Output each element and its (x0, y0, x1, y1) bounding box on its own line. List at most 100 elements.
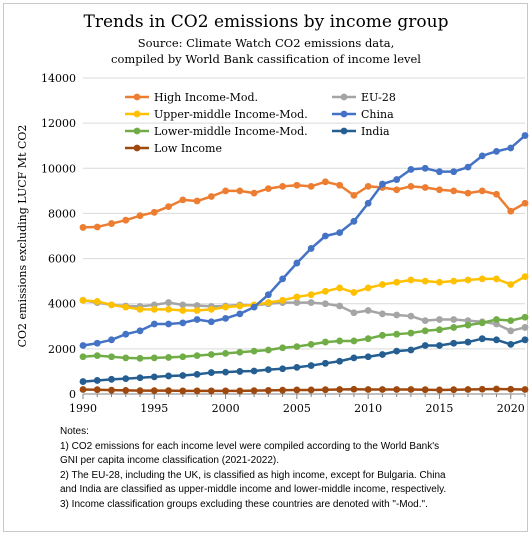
data-point (264, 291, 272, 299)
data-point (478, 319, 486, 327)
legend-label: EU-28 (361, 91, 396, 104)
data-point (136, 305, 144, 313)
data-point (393, 330, 401, 338)
data-point (407, 276, 415, 284)
data-point (79, 342, 87, 349)
data-point (150, 387, 158, 395)
data-point (279, 182, 287, 190)
data-point (165, 320, 172, 328)
data-point (379, 331, 386, 339)
data-point (136, 327, 144, 335)
data-point (393, 347, 401, 355)
data-point (421, 386, 429, 394)
data-point (393, 386, 401, 393)
legend-item-upper-middle-income-mod: Upper-middle Income-Mod. (125, 108, 308, 121)
y-tick-label: 14000 (41, 72, 76, 85)
data-point (336, 357, 344, 365)
data-point (293, 181, 301, 189)
data-point (93, 386, 101, 394)
data-point (493, 275, 500, 283)
data-point (293, 259, 301, 267)
series-india (79, 335, 529, 385)
data-point (236, 387, 244, 395)
notes-line-5: 3) Income classification groups excludin… (60, 498, 428, 510)
data-point (165, 203, 172, 211)
legend-swatch-marker (340, 93, 348, 101)
series-line (82, 134, 526, 347)
data-point (136, 374, 144, 382)
data-point (421, 277, 429, 285)
data-point (393, 186, 401, 194)
data-point (436, 342, 443, 349)
data-point (379, 180, 386, 188)
data-point (236, 368, 244, 375)
data-point (407, 182, 415, 190)
data-point (478, 275, 486, 283)
data-point (507, 327, 515, 335)
data-point (464, 276, 472, 284)
data-point (122, 216, 130, 224)
data-point (93, 298, 101, 305)
data-point (493, 147, 500, 155)
data-point (464, 163, 472, 171)
data-point (379, 310, 386, 318)
data-point (321, 359, 329, 367)
data-point (393, 311, 401, 319)
data-point (293, 293, 301, 301)
data-point (521, 132, 529, 139)
legend-label: Low Income (154, 142, 222, 155)
data-point (436, 316, 443, 323)
data-point (207, 318, 215, 326)
data-point (79, 378, 87, 385)
data-point (478, 385, 486, 393)
data-point (464, 321, 472, 329)
notes-heading: Notes: (60, 426, 89, 437)
data-point (421, 317, 429, 325)
data-point (307, 299, 315, 306)
data-point (307, 245, 315, 252)
chart-frame (3, 3, 528, 532)
data-point (122, 330, 130, 338)
data-point (521, 386, 529, 393)
data-point (279, 386, 287, 394)
data-point (307, 291, 315, 299)
data-point (293, 386, 301, 394)
x-tick-label: 2010 (354, 402, 382, 415)
series-high-income-mod (79, 178, 529, 231)
data-point (336, 386, 344, 393)
data-point (179, 196, 187, 204)
data-point (165, 305, 172, 313)
series-line (82, 387, 526, 393)
series-upper-middle-income-mod (79, 273, 529, 314)
y-tick-label: 0 (69, 388, 76, 401)
y-tick-label: 2000 (48, 343, 76, 356)
data-point (179, 301, 187, 309)
data-point (336, 284, 344, 292)
data-point (421, 327, 429, 335)
data-point (150, 320, 158, 328)
data-point (350, 354, 358, 362)
data-point (165, 299, 172, 306)
data-point (450, 339, 458, 347)
legend-item-china: China (332, 108, 394, 121)
data-point (108, 220, 115, 227)
data-point (364, 386, 372, 393)
data-point (507, 317, 515, 325)
data-point (321, 178, 329, 186)
data-point (279, 365, 287, 373)
data-point (122, 375, 130, 383)
data-point (521, 273, 529, 281)
data-point (407, 312, 415, 320)
data-point (393, 278, 401, 286)
notes-line-3: 2) The EU-28, including the UK, is class… (60, 469, 446, 481)
y-tick-label: 6000 (48, 253, 76, 266)
data-point (207, 305, 215, 313)
y-tick-label: 8000 (48, 207, 76, 220)
legend-label: India (361, 125, 390, 138)
data-point (321, 338, 329, 346)
data-point (521, 324, 529, 331)
data-point (264, 185, 272, 193)
data-point (421, 164, 429, 172)
data-point (207, 351, 215, 358)
